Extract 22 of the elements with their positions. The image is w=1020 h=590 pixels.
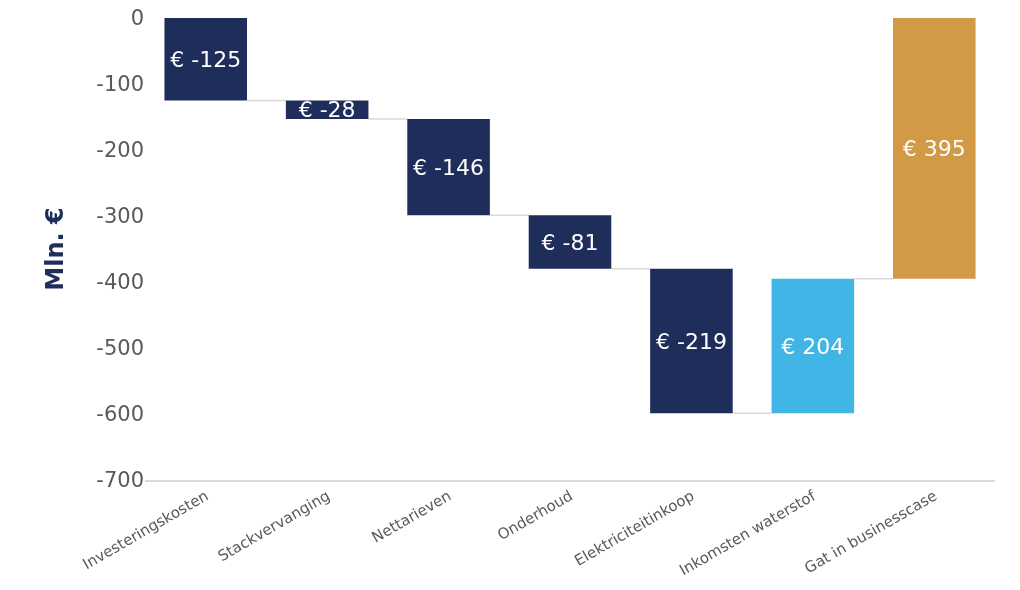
y-tick-label: -200 <box>96 138 144 163</box>
data-label: € -146 <box>413 154 485 180</box>
data-label: € 395 <box>902 135 966 161</box>
bar <box>407 118 490 216</box>
bar <box>771 278 855 414</box>
data-label: € -125 <box>170 46 242 72</box>
y-tick-label: 0 <box>130 6 144 31</box>
y-tick-label: -100 <box>96 72 144 97</box>
bar <box>893 18 976 279</box>
y-tick-label: -600 <box>96 402 144 427</box>
bar <box>650 268 733 414</box>
data-label: € 204 <box>781 333 845 359</box>
y-tick-label: -400 <box>96 270 144 295</box>
y-tick-label: -500 <box>96 336 144 361</box>
data-label: € -28 <box>298 97 356 123</box>
bar <box>164 18 247 101</box>
bar <box>528 215 612 269</box>
y-tick-label: -700 <box>96 468 144 493</box>
y-tick-label: -300 <box>96 204 144 229</box>
data-label: € -81 <box>541 229 599 255</box>
y-axis-title: Mln. € <box>41 207 70 291</box>
data-label: € -219 <box>655 328 727 354</box>
